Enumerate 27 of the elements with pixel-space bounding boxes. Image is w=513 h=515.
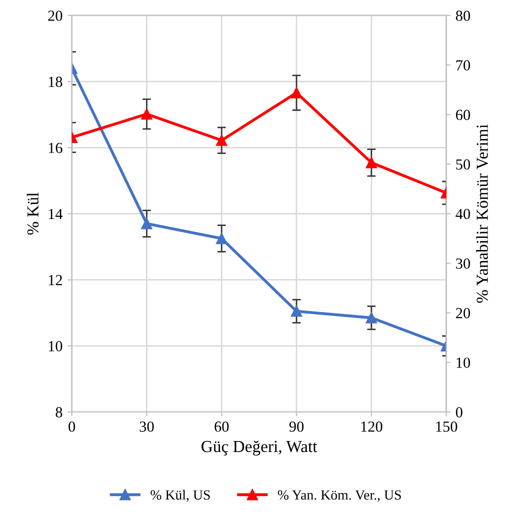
legend-label: % Kül, US (150, 490, 210, 502)
x-tick-label: 90 (289, 421, 304, 432)
x-axis-title: Güç Değeri, Watt (202, 440, 318, 456)
y2-axis-title: % Yanabilir Kömür Verimi (476, 124, 488, 303)
y2-tick-label: 0 (456, 407, 462, 418)
x-tick-label: 60 (214, 421, 229, 432)
y-axis-title: % Kül (26, 192, 39, 235)
x-tick-label: 0 (68, 421, 76, 432)
y2-tick-label: 10 (456, 358, 470, 368)
y-tick-label: 10 (48, 341, 62, 352)
x-tick-label: 30 (140, 421, 154, 432)
legend-label: % Yan. Köm. Ver., US (278, 490, 401, 502)
y-tick-label: 14 (48, 208, 63, 220)
y2-tick-label: 40 (456, 208, 470, 220)
y-tick-label: 20 (48, 10, 62, 21)
y-tick-label: 12 (48, 275, 62, 286)
y-tick-label: 18 (48, 76, 62, 87)
y2-tick-label: 60 (456, 110, 470, 120)
y-tick-label: 16 (48, 142, 62, 154)
y2-tick-label: 80 (456, 10, 470, 21)
x-tick-label: 150 (436, 421, 458, 432)
y2-tick-label: 30 (456, 258, 470, 269)
x-tick-label: 120 (361, 421, 382, 432)
y-tick-label: 8 (56, 407, 62, 418)
y2-tick-label: 20 (456, 308, 470, 318)
y2-tick-label: 50 (456, 159, 470, 170)
y2-tick-label: 70 (456, 60, 470, 70)
